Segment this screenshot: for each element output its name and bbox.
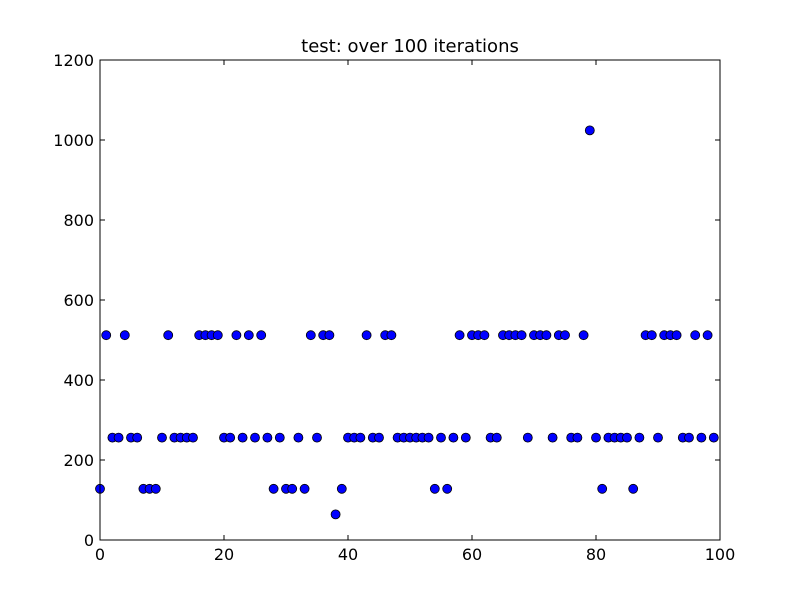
- data-point: [113, 432, 124, 443]
- data-point: [560, 330, 570, 341]
- data-point: [274, 432, 285, 443]
- y-tick-label: 200: [63, 451, 94, 470]
- data-point: [330, 509, 341, 520]
- data-point: [454, 330, 465, 341]
- data-point: [256, 330, 267, 341]
- data-point: [591, 432, 601, 443]
- data-point: [702, 330, 713, 341]
- data-point: [522, 432, 533, 443]
- data-point: [460, 432, 471, 443]
- data-point: [268, 483, 279, 494]
- data-point: [237, 432, 248, 443]
- data-point: [628, 483, 639, 494]
- plot-frame: [99, 59, 721, 541]
- data-point: [491, 432, 502, 443]
- chart-title: test: over 100 iterations: [301, 36, 519, 57]
- data-point: [355, 432, 366, 443]
- data-point: [157, 432, 167, 443]
- data-point: [312, 432, 322, 443]
- data-point: [150, 483, 161, 494]
- x-tick-label: 40: [338, 545, 358, 564]
- data-point: [231, 330, 242, 341]
- data-point: [690, 330, 701, 341]
- x-tick-label: 60: [462, 545, 482, 564]
- data-point: [101, 330, 112, 341]
- data-point: [622, 432, 632, 443]
- data-point: [708, 432, 719, 443]
- data-point: [119, 330, 130, 341]
- data-point: [293, 432, 304, 443]
- data-point: [132, 432, 143, 443]
- y-tick-label: 600: [63, 291, 94, 310]
- data-point: [671, 330, 682, 341]
- data-point: [361, 330, 372, 341]
- data-point: [442, 483, 453, 494]
- data-point: [262, 432, 273, 443]
- x-tick-label: 0: [95, 545, 105, 564]
- data-point: [374, 432, 384, 443]
- y-tick-label: 1000: [53, 131, 94, 150]
- y-tick-label: 0: [84, 531, 94, 550]
- y-tick-label: 800: [63, 211, 94, 230]
- data-point: [584, 125, 595, 136]
- data-point: [429, 483, 440, 494]
- data-point: [646, 330, 657, 341]
- data-point: [578, 330, 589, 341]
- data-point: [324, 330, 335, 341]
- data-point: [634, 432, 645, 443]
- data-point: [250, 432, 260, 443]
- data-point: [479, 330, 490, 341]
- y-tick-label: 1200: [53, 51, 94, 70]
- data-point: [225, 432, 236, 443]
- data-point: [243, 330, 254, 341]
- data-point: [448, 432, 459, 443]
- data-point: [188, 432, 198, 443]
- data-point: [299, 483, 310, 494]
- data-point: [163, 330, 174, 341]
- data-point: [212, 330, 223, 341]
- data-points: [95, 125, 719, 520]
- data-point: [572, 432, 583, 443]
- y-tick-label: 400: [63, 371, 94, 390]
- data-point: [547, 432, 558, 443]
- data-point: [696, 432, 707, 443]
- data-point: [336, 483, 347, 494]
- y-axis: 0 200 400 600 800 1000 1200: [53, 51, 720, 550]
- x-tick-label: 20: [214, 545, 234, 564]
- data-point: [423, 432, 434, 443]
- data-point: [516, 330, 527, 341]
- data-point: [653, 432, 663, 443]
- data-point: [287, 483, 298, 494]
- data-point: [436, 432, 446, 443]
- data-point: [305, 330, 316, 341]
- data-point: [597, 483, 608, 494]
- data-point: [684, 432, 694, 443]
- data-point: [541, 330, 552, 341]
- data-point: [386, 330, 397, 341]
- x-tick-label: 100: [705, 545, 736, 564]
- x-axis: 0 20 40 60 80 100: [95, 60, 735, 564]
- x-tick-label: 80: [586, 545, 606, 564]
